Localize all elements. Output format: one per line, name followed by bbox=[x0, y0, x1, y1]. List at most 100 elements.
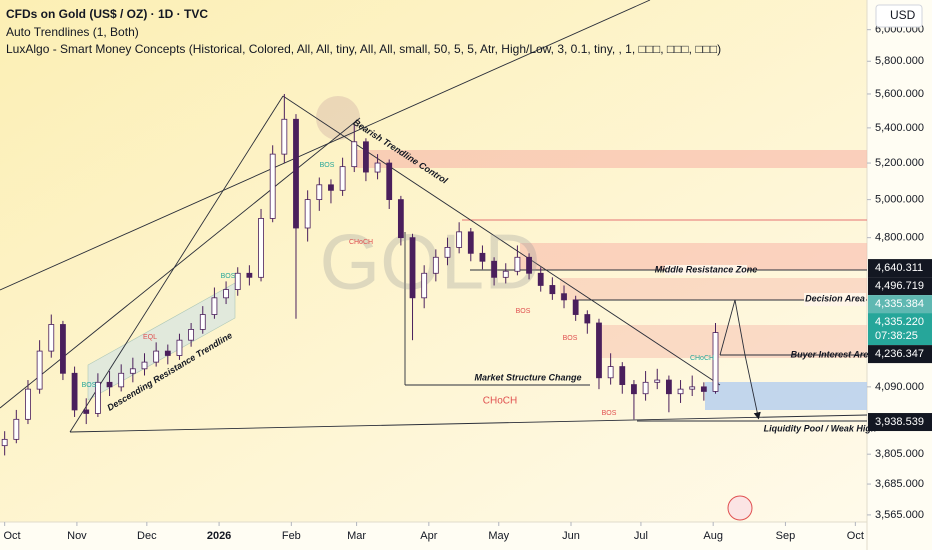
candles bbox=[1, 93, 719, 456]
candle-body bbox=[269, 153, 276, 219]
zone bbox=[600, 325, 867, 358]
chart-title: CFDs on Gold (US$ / OZ) · 1D · TVC bbox=[6, 7, 208, 21]
trendline bbox=[69, 95, 284, 433]
x-tick-label: Sep bbox=[776, 530, 796, 542]
price-label-box bbox=[868, 277, 932, 296]
candle-body bbox=[607, 366, 614, 379]
currency[interactable]: USD bbox=[890, 8, 916, 22]
candle-body bbox=[246, 272, 253, 278]
structure-label: BOS bbox=[82, 382, 97, 389]
candle-body bbox=[188, 329, 195, 341]
y-tick-label: 5,400.000 bbox=[875, 122, 924, 134]
candle-body bbox=[153, 350, 160, 363]
candle-body bbox=[351, 141, 358, 168]
candle-body bbox=[537, 272, 544, 286]
annotation: Market Structure Change bbox=[474, 372, 581, 382]
structure-label: BOS bbox=[602, 410, 617, 417]
candle-body bbox=[677, 388, 684, 395]
structure-label: EQL bbox=[143, 334, 157, 341]
drawings bbox=[0, 0, 868, 521]
indicator: Auto Trendlines (1, Both) bbox=[6, 25, 139, 39]
candle-body bbox=[328, 184, 334, 191]
x-tick-label: Aug bbox=[703, 530, 723, 542]
candle-body bbox=[1, 438, 8, 447]
candle-body bbox=[293, 118, 299, 229]
candle-body bbox=[339, 166, 346, 191]
annotation: Buyer Interest Area bbox=[791, 349, 874, 359]
candle-body bbox=[176, 339, 183, 356]
candle-body bbox=[83, 409, 90, 414]
channel bbox=[87, 282, 236, 401]
candle-body bbox=[456, 231, 463, 248]
candle-body bbox=[467, 231, 474, 254]
y-tick-label: 3,565.000 bbox=[875, 509, 924, 521]
zone bbox=[705, 382, 867, 410]
x-tick-label: 2026 bbox=[207, 530, 231, 542]
y-tick-label: 4,090.000 bbox=[875, 381, 924, 393]
candle-body bbox=[584, 314, 591, 324]
candle-body bbox=[491, 260, 497, 278]
candle-body bbox=[25, 388, 31, 420]
label-bg bbox=[665, 265, 747, 275]
price-label-box bbox=[868, 345, 932, 364]
candle-body bbox=[234, 272, 241, 290]
candle-body bbox=[700, 386, 707, 392]
price-label-box bbox=[868, 295, 932, 314]
annotation: Liquidity Pool / Weak High bbox=[764, 423, 877, 433]
price-label: 4,496.719 bbox=[875, 280, 924, 292]
legend: CFDs on Gold (US$ / OZ) · 1D · TVC Auto … bbox=[6, 7, 721, 56]
price-label: 4,236.347 bbox=[875, 348, 924, 360]
y-tick-label: 6,000.000 bbox=[875, 24, 924, 36]
price-label: 3,938.539 bbox=[875, 416, 924, 428]
y-tick-label: 3,805.000 bbox=[875, 448, 924, 460]
currency-button[interactable] bbox=[875, 4, 923, 28]
x-tick-label: Dec bbox=[137, 530, 157, 542]
candle-body bbox=[94, 381, 101, 414]
x-tick-label: May bbox=[488, 530, 509, 542]
y-tick-label: 5,000.000 bbox=[875, 194, 924, 206]
candle-body bbox=[363, 141, 369, 173]
structure-label: CHoCH bbox=[349, 239, 373, 246]
candle-body bbox=[106, 381, 113, 388]
candle-body bbox=[572, 299, 579, 315]
candle-body bbox=[689, 386, 696, 390]
candle-body bbox=[129, 368, 136, 374]
y-tick-label: 3,685.000 bbox=[875, 478, 924, 490]
projection bbox=[719, 299, 761, 420]
y-tick-label: 5,600.000 bbox=[875, 88, 924, 100]
candle-body bbox=[316, 184, 323, 201]
candle-body bbox=[502, 270, 509, 278]
price-label-box bbox=[868, 313, 932, 346]
x-tick-label: Apr bbox=[420, 530, 437, 542]
y-tick-label: 5,800.000 bbox=[875, 55, 924, 67]
x-tick-label: Oct bbox=[847, 530, 864, 542]
candle-body bbox=[223, 289, 229, 299]
price-label-box bbox=[868, 259, 932, 278]
annotation: Decision Area bbox=[805, 293, 865, 303]
x-tick-label: Jul bbox=[634, 530, 648, 542]
logo bbox=[727, 495, 753, 521]
candle-body bbox=[665, 379, 672, 395]
structure-label: BOS bbox=[221, 273, 236, 280]
annotation: Middle Resistance Zone bbox=[655, 264, 758, 274]
x-tick-label: Mar bbox=[347, 530, 366, 542]
y-tick-label: 4,800.000 bbox=[875, 232, 924, 244]
label-bg bbox=[804, 293, 866, 306]
candle-body bbox=[421, 272, 428, 299]
candle-body bbox=[642, 381, 649, 395]
zone bbox=[355, 150, 867, 168]
y-tick-label: 5,200.000 bbox=[875, 157, 924, 169]
structure-label: BOS bbox=[516, 308, 531, 315]
candle-body bbox=[561, 293, 567, 301]
candle-body bbox=[654, 379, 661, 383]
countdown: 07:38:25 bbox=[875, 330, 918, 342]
candle-body bbox=[397, 199, 404, 239]
candle-body bbox=[549, 285, 556, 295]
candle-body bbox=[631, 384, 637, 395]
candle-body bbox=[48, 324, 55, 352]
trendline bbox=[69, 414, 868, 433]
structure-label: BOS bbox=[320, 162, 335, 169]
x-tick-label: Jun bbox=[562, 530, 580, 542]
candle-body bbox=[386, 162, 393, 201]
